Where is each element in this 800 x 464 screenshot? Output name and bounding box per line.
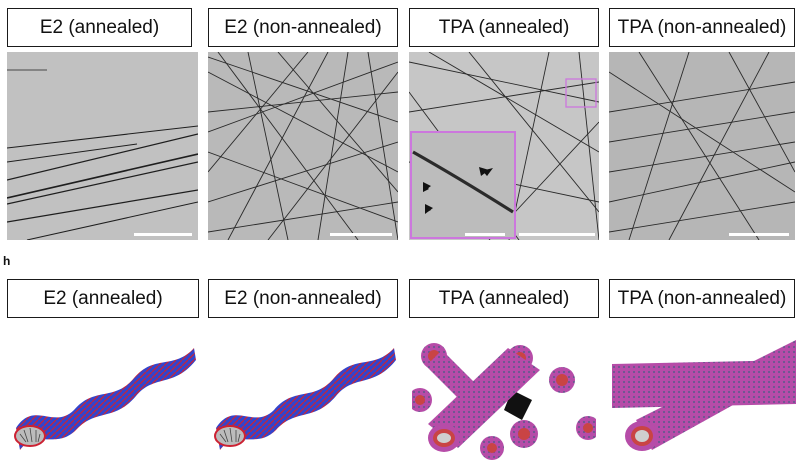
bottom-label-tpa-non-annealed: TPA (non-annealed) [609,279,795,318]
micrograph-tpa-annealed [409,52,599,240]
top-label-tpa-non-annealed: TPA (non-annealed) [609,8,795,47]
inset-scale-bar [465,233,505,236]
scale-bar [729,233,789,236]
model-tpa-non-annealed [612,330,796,460]
scale-bar [134,233,192,236]
bottom-label-e2-non-annealed: E2 (non-annealed) [208,279,398,318]
micrograph-e2-annealed [7,52,198,240]
top-label-tpa-annealed: TPA (annealed) [409,8,599,47]
micelle-cluster [412,343,596,460]
bottom-label-tpa-annealed: TPA (annealed) [409,279,599,318]
panel-letter-h: h [3,254,11,268]
scale-bar [330,233,392,236]
scale-bar [519,233,595,236]
inset-selection-box [565,78,597,108]
micrograph-e2-non-annealed [208,52,398,240]
top-label-e2-annealed: E2 (annealed) [7,8,192,47]
zoom-inset [410,131,516,239]
bottom-label-e2-annealed: E2 (annealed) [7,279,199,318]
model-tpa-annealed [412,330,596,460]
top-label-e2-non-annealed: E2 (non-annealed) [208,8,398,47]
model-e2-non-annealed [214,330,398,454]
model-e2-annealed [14,330,198,454]
micrograph-tpa-non-annealed [609,52,795,240]
